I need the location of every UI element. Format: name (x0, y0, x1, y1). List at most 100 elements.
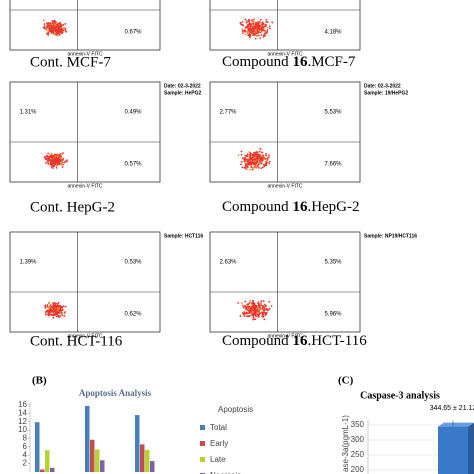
event-dot (244, 33, 247, 36)
event-dot (44, 27, 46, 30)
event-dot (243, 312, 246, 315)
event-dot (262, 34, 265, 37)
panel-caption: Cont. HCT-116 (30, 333, 123, 349)
event-dot (256, 22, 259, 25)
event-dot (48, 26, 51, 29)
event-dot (245, 26, 247, 29)
event-dot (250, 166, 253, 169)
event-dot (58, 154, 61, 157)
quadrant-percent: 2.63% (219, 260, 237, 266)
event-dot (254, 307, 257, 310)
event-dot (257, 316, 260, 318)
event-dot (55, 311, 58, 314)
event-dot (50, 27, 53, 30)
event-dot (262, 300, 265, 302)
event-dot (56, 163, 59, 165)
event-dot (252, 26, 255, 29)
event-dot (260, 300, 263, 303)
event-dot (58, 162, 61, 165)
event-dot (262, 166, 264, 169)
event-dot (49, 159, 51, 162)
event-dot (248, 158, 251, 161)
event-dot (61, 31, 64, 34)
bar (45, 450, 50, 472)
event-dot (259, 18, 262, 21)
event-dot (45, 158, 48, 161)
event-dot (261, 311, 264, 314)
event-dot (242, 24, 245, 27)
event-dot (252, 32, 255, 35)
event-dot (50, 165, 53, 168)
event-dot (270, 305, 273, 307)
quadrant-percent: 5.35% (324, 260, 342, 266)
event-dot (255, 310, 258, 313)
event-dot (243, 305, 245, 308)
event-dot (253, 318, 255, 321)
event-dot (43, 156, 46, 159)
event-dot (245, 21, 248, 24)
event-dot (248, 161, 251, 164)
event-dot (266, 30, 269, 33)
event-dot (52, 164, 55, 167)
event-dot (255, 306, 258, 308)
event-dot (253, 302, 256, 305)
event-dot (254, 166, 256, 169)
event-dot (245, 306, 248, 308)
event-dot (241, 21, 244, 23)
event-dot (255, 164, 258, 166)
event-dot (250, 313, 253, 315)
event-dot (264, 305, 267, 307)
event-dot (244, 308, 247, 310)
event-dot (258, 160, 261, 162)
y-tick-label: 14 (18, 408, 27, 417)
y-axis-label: ase-3a(pgmL-1) (341, 415, 350, 472)
quadrant-percent: 1.31% (19, 110, 37, 116)
event-dot (49, 310, 52, 313)
event-dot (58, 158, 61, 161)
panel-caption: Cont. HepG-2 (30, 199, 115, 215)
event-dot (51, 20, 54, 22)
event-dot (48, 28, 51, 31)
event-dot (267, 154, 270, 157)
event-dot (52, 306, 55, 309)
event-dot (53, 23, 56, 26)
event-dot (61, 314, 64, 317)
event-dot (243, 30, 246, 32)
event-dot (263, 318, 266, 321)
sample-header: Date: 02-3-2022 (164, 83, 201, 89)
event-dot (249, 301, 251, 304)
event-dot (56, 155, 59, 158)
bar (135, 415, 140, 472)
event-dot (54, 303, 57, 306)
event-dot (265, 311, 268, 314)
bar (140, 444, 145, 472)
event-dot (51, 161, 53, 164)
legend-title: Apoptosis (218, 405, 253, 414)
event-dot (54, 314, 56, 317)
bar (100, 460, 105, 472)
event-dot (50, 158, 53, 160)
bar (35, 422, 40, 472)
event-dot (255, 24, 258, 26)
event-dot (258, 26, 261, 28)
event-dot (53, 32, 56, 35)
event-dot (255, 32, 258, 35)
event-dot (245, 161, 248, 163)
event-dot (260, 34, 263, 36)
event-dot (253, 34, 256, 37)
event-dot (266, 159, 269, 161)
quadrant-percent: 0.53% (124, 260, 142, 266)
event-dot (262, 315, 265, 318)
event-dot (58, 161, 60, 164)
legend-swatch (200, 441, 205, 446)
event-dot (260, 167, 263, 170)
bar (150, 461, 155, 472)
event-dot (248, 20, 251, 23)
panel-label: (C) (338, 375, 354, 387)
plot-frame (9, 231, 161, 333)
event-dot (262, 311, 265, 314)
caption-part: Compound (222, 54, 292, 70)
event-dot (240, 163, 242, 166)
event-dot (247, 155, 250, 158)
event-dot (249, 33, 252, 36)
